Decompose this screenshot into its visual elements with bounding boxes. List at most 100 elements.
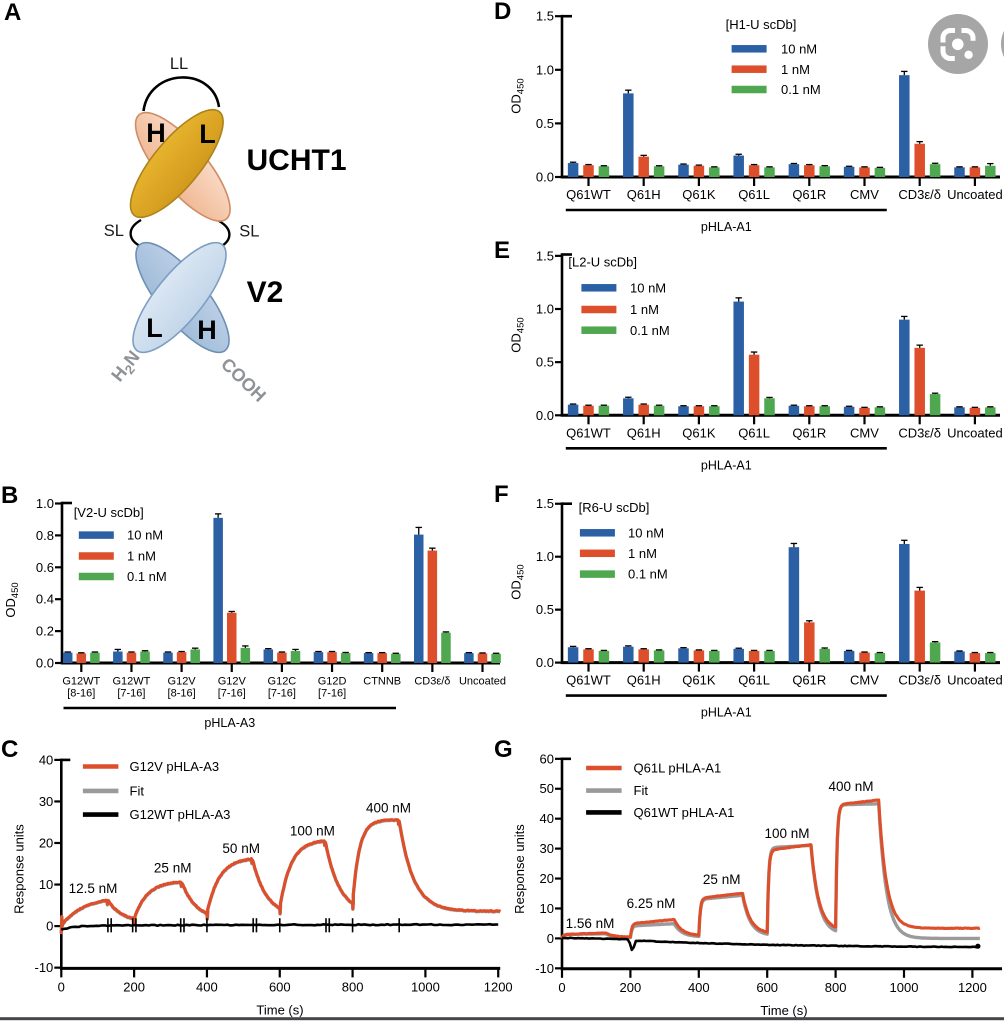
svg-text:Fit: Fit [634, 783, 649, 798]
svg-text:Time (s): Time (s) [256, 1002, 303, 1017]
svg-text:[7-16]: [7-16] [218, 688, 246, 700]
svg-text:CMV: CMV [850, 425, 879, 440]
svg-text:1200: 1200 [958, 980, 987, 995]
svg-text:G12WT: G12WT [112, 676, 150, 688]
svg-text:200: 200 [620, 980, 642, 995]
svg-text:200: 200 [123, 979, 145, 994]
svg-text:Uncoated: Uncoated [947, 425, 1003, 440]
svg-text:Uncoated: Uncoated [947, 187, 1003, 202]
svg-text:CMV: CMV [850, 187, 879, 202]
svg-text:SL: SL [239, 223, 259, 241]
svg-text:800: 800 [825, 980, 847, 995]
svg-text:CMV: CMV [850, 673, 879, 688]
svg-text:[L2-U scDb]: [L2-U scDb] [568, 255, 637, 270]
svg-text:1.0: 1.0 [536, 62, 554, 77]
svg-text:400 nM: 400 nM [828, 779, 873, 794]
svg-text:30: 30 [39, 794, 53, 809]
svg-text:1 nM: 1 nM [628, 546, 657, 561]
svg-text:Response units: Response units [512, 824, 527, 914]
svg-text:25 nM: 25 nM [154, 861, 192, 876]
svg-text:Fit: Fit [130, 784, 145, 799]
svg-text:H: H [197, 315, 217, 345]
svg-text:G12D: G12D [318, 676, 347, 688]
svg-text:Uncoated: Uncoated [459, 676, 506, 688]
svg-text:1 nM: 1 nM [127, 549, 156, 564]
svg-text:0.1 nM: 0.1 nM [127, 569, 167, 584]
svg-text:H: H [146, 118, 166, 148]
svg-text:0.8: 0.8 [36, 528, 54, 543]
svg-text:LL: LL [170, 55, 188, 73]
svg-text:Q61WT: Q61WT [566, 673, 611, 688]
svg-text:[V2-U scDb]: [V2-U scDb] [74, 505, 144, 520]
svg-text:L: L [146, 313, 163, 343]
svg-text:G12V: G12V [218, 676, 247, 688]
svg-text:0.0: 0.0 [536, 655, 554, 670]
svg-text:1 nM: 1 nM [630, 302, 659, 317]
svg-text:UCHT1: UCHT1 [247, 144, 347, 177]
svg-text:400: 400 [196, 979, 218, 994]
svg-text:Q61R: Q61R [792, 187, 826, 202]
svg-text:100 nM: 100 nM [290, 824, 335, 839]
svg-text:Q61K: Q61K [682, 673, 716, 688]
svg-text:0.4: 0.4 [36, 592, 54, 607]
svg-text:Q61H: Q61H [627, 187, 661, 202]
svg-text:CD3ε/δ: CD3ε/δ [898, 425, 941, 440]
svg-text:0: 0 [558, 980, 565, 995]
svg-text:F: F [494, 481, 509, 508]
svg-text:10: 10 [39, 877, 53, 892]
svg-text:CD3ε/δ: CD3ε/δ [898, 187, 941, 202]
svg-text:12.5 nM: 12.5 nM [69, 881, 118, 896]
svg-text:Q61WT: Q61WT [566, 425, 611, 440]
svg-text:10 nM: 10 nM [127, 528, 163, 543]
svg-text:20: 20 [39, 836, 53, 851]
svg-text:[7-16]: [7-16] [117, 688, 145, 700]
svg-text:1.5: 1.5 [536, 248, 554, 263]
svg-text:40: 40 [540, 811, 554, 826]
svg-text:Q61WT: Q61WT [566, 187, 611, 202]
svg-text:0.1 nM: 0.1 nM [628, 567, 668, 582]
svg-text:40: 40 [39, 752, 53, 767]
svg-text:Q61L pHLA-A1: Q61L pHLA-A1 [634, 761, 722, 776]
svg-text:V2: V2 [247, 276, 284, 309]
svg-text:G12WT: G12WT [62, 676, 100, 688]
svg-text:-10: -10 [535, 961, 554, 976]
svg-text:0.5: 0.5 [536, 355, 554, 370]
svg-text:1.5: 1.5 [536, 9, 554, 24]
svg-text:0.6: 0.6 [36, 560, 54, 575]
svg-text:pHLA-A1: pHLA-A1 [701, 458, 752, 472]
svg-text:Q61K: Q61K [682, 187, 716, 202]
svg-text:Response units: Response units [12, 824, 27, 914]
svg-text:G12V pHLA-A3: G12V pHLA-A3 [130, 759, 220, 774]
svg-text:[7-16]: [7-16] [268, 688, 296, 700]
svg-text:[R6-U scDb]: [R6-U scDb] [579, 500, 650, 515]
svg-text:0.0: 0.0 [536, 170, 554, 185]
svg-text:60: 60 [540, 751, 554, 766]
svg-text:1.0: 1.0 [36, 496, 54, 511]
svg-text:CD3ε/δ: CD3ε/δ [898, 673, 941, 688]
svg-text:[8-16]: [8-16] [67, 688, 95, 700]
svg-text:0.1 nM: 0.1 nM [781, 82, 821, 97]
svg-text:Q61R: Q61R [792, 425, 826, 440]
svg-text:400: 400 [688, 980, 710, 995]
svg-text:1.0: 1.0 [536, 302, 554, 317]
svg-text:Q61R: Q61R [792, 673, 826, 688]
svg-text:600: 600 [756, 980, 778, 995]
svg-text:800: 800 [342, 979, 364, 994]
svg-text:pHLA-A3: pHLA-A3 [204, 716, 255, 730]
svg-text:10: 10 [540, 901, 554, 916]
svg-text:E: E [494, 237, 510, 264]
svg-text:0.5: 0.5 [536, 602, 554, 617]
svg-text:CD3ε/δ: CD3ε/δ [414, 676, 450, 688]
svg-text:6.25 nM: 6.25 nM [627, 896, 676, 911]
svg-text:CTNNB: CTNNB [363, 676, 401, 688]
svg-text:1000: 1000 [890, 980, 919, 995]
svg-text:pHLA-A1: pHLA-A1 [701, 220, 752, 234]
svg-text:[7-16]: [7-16] [318, 688, 346, 700]
svg-text:Q61H: Q61H [627, 673, 661, 688]
svg-text:Q61L: Q61L [738, 673, 770, 688]
svg-text:Q61L: Q61L [738, 425, 770, 440]
svg-text:25 nM: 25 nM [703, 872, 741, 887]
svg-text:1.56 nM: 1.56 nM [566, 916, 615, 931]
svg-text:0: 0 [58, 979, 65, 994]
svg-text:30: 30 [540, 841, 554, 856]
